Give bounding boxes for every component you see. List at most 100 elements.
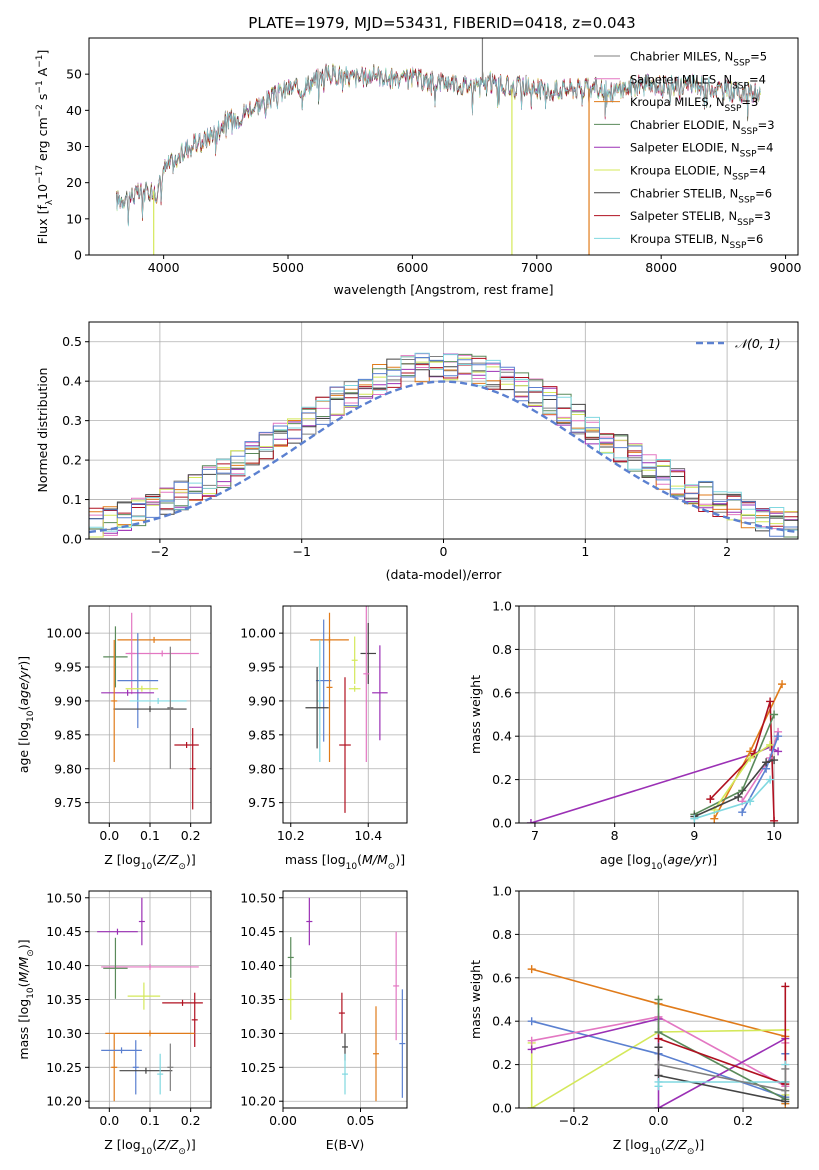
label-part: ⊙ [178,1147,186,1157]
label-part: erg cm [35,117,50,165]
label-part: age/yr [16,665,31,706]
y-tick-label: 10.50 [240,890,276,905]
label-part: age [log [600,852,651,867]
y-tick-label: 9.75 [54,795,82,810]
y-tick-label: 10 [66,211,82,226]
label-part: SSP [725,104,742,114]
y-tick-label: 0.8 [492,642,512,657]
y-tick-label: 10.00 [46,626,82,641]
weight-marker [746,753,755,762]
panels: 4000 5000 6000 7000 8000 900001020304050Chabr… [16,37,802,1157]
label-part: =6 [746,232,763,246]
legend-entry: Kroupa MILES, NSSP=3 [630,95,758,114]
x-tick-label: 8000 [645,260,677,275]
plot-area [89,891,211,1108]
label-part: =5 [750,50,767,64]
y-tick-label: 10.25 [46,1060,82,1075]
legend-entry: 𝒩(0, 1) [735,336,781,351]
label-part: SSP [737,218,754,228]
label-part: 10 [26,710,36,722]
weight-marker [766,697,775,706]
x-tick-label: 0.1 [140,828,160,843]
label-part: −1 [35,80,45,93]
panel-residuals: −2 −1 0 1 2 0.0 0.1 0.2 0.3 0.4 0.5 𝒩(0, 1) (data-mo… [35,321,799,582]
x-axis-label: age [log10(age/yr)] [600,852,717,872]
x-tick-label: 0.2 [733,1113,753,1128]
label-part: s [35,94,50,105]
label-part: ] [35,50,50,55]
x-axis-label: E(B-V) [326,1137,365,1152]
label-part: )] [707,852,717,867]
y-tick-label: 40 [66,103,82,118]
label-part: Chabrier ELODIE, N [630,118,741,132]
plot-area [519,891,798,1108]
label-part: 10 [649,1147,661,1157]
label-part: −2 [35,104,45,117]
label-part: λ [45,199,55,205]
panel-mass-vs-EBV: 0.00 0.05 10.20 10.25 10.30 10.35 10.40 10.45 10… [240,890,408,1152]
y-tick-label: 10.35 [240,992,276,1007]
weight-marker [746,797,755,806]
label-part: ⊙ [388,862,396,872]
label-part: Salpeter STELIB, N [630,209,737,223]
y-tick-label: 0.0 [62,532,82,547]
label-part: ⊙ [687,1147,695,1157]
y-tick-label: 10.20 [46,1094,82,1109]
weight-marker [690,814,699,823]
y-tick-label: 0.3 [62,413,82,428]
label-part: ( [661,1137,666,1152]
label-part: )] [694,1137,704,1152]
label-part: ( [152,1137,157,1152]
label-part: SSP [733,59,750,69]
weight-marker [654,1077,663,1086]
y-tick-label: 20 [66,175,82,190]
weight-marker [527,965,536,974]
panel-age-vs-mass: 10.2 10.4 9.75 9.80 9.85 9.90 9.95 10.00 mass [l… [240,605,408,872]
y-tick-label: 9.80 [54,761,82,776]
x-tick-label: 0.0 [649,1113,669,1128]
plot-area [89,606,211,823]
label-part: age/yr [667,852,708,867]
x-tick-label: 4000 [148,260,180,275]
weight-marker [770,710,779,719]
legend-entry: Salpeter ELODIE, NSSP=4 [630,141,773,160]
y-tick-label: 1.0 [492,599,512,614]
y-tick-label: 0.0 [492,816,512,831]
y-tick-label: 50 [66,67,82,82]
y-tick-label: 0.8 [492,927,512,942]
legend-entry: Kroupa STELIB, NSSP=6 [630,232,763,251]
y-tick-label: 0.4 [62,374,82,389]
label-part: Z [log [104,1137,140,1152]
label-part: ( [662,852,667,867]
label-part: Z [log [613,1137,649,1152]
x-tick-label: 5000 [272,260,304,275]
x-axis-label: mass [log10(M/M⊙)] [285,852,405,872]
y-tick-label: 10.40 [240,958,276,973]
label-part: M/M [16,956,31,982]
label-part: =4 [749,72,766,86]
x-tick-label: 0.00 [269,1113,297,1128]
x-tick-label: 9000 [770,260,802,275]
y-tick-label: 0.1 [62,492,82,507]
y-tick-label: 9.75 [248,795,276,810]
y-tick-label: 9.95 [54,660,82,675]
y-axis-label: age [log10(age/yr)] [16,656,36,773]
x-tick-label: 0.1 [140,1113,160,1128]
x-tick-label: 9 [690,828,698,843]
label-part: Z/Z [156,1137,179,1152]
x-axis-label: Z [log10(Z/Z⊙)] [613,1137,704,1157]
weight-marker [766,775,775,784]
y-tick-label: 9.85 [54,727,82,742]
label-part: Z [log [104,852,140,867]
weight-marker [781,1064,790,1073]
label-part: ( [16,982,31,987]
label-part: wavelength [Angstrom, rest frame] [333,282,553,297]
x-tick-label: 1 [581,544,589,559]
y-tick-label: 0.4 [492,1014,512,1029]
label-part: Kroupa MILES, N [630,95,725,109]
x-tick-label: −1 [292,544,310,559]
y-tick-label: 9.80 [248,761,276,776]
plot-area [283,606,407,823]
label-part: =3 [758,118,775,132]
